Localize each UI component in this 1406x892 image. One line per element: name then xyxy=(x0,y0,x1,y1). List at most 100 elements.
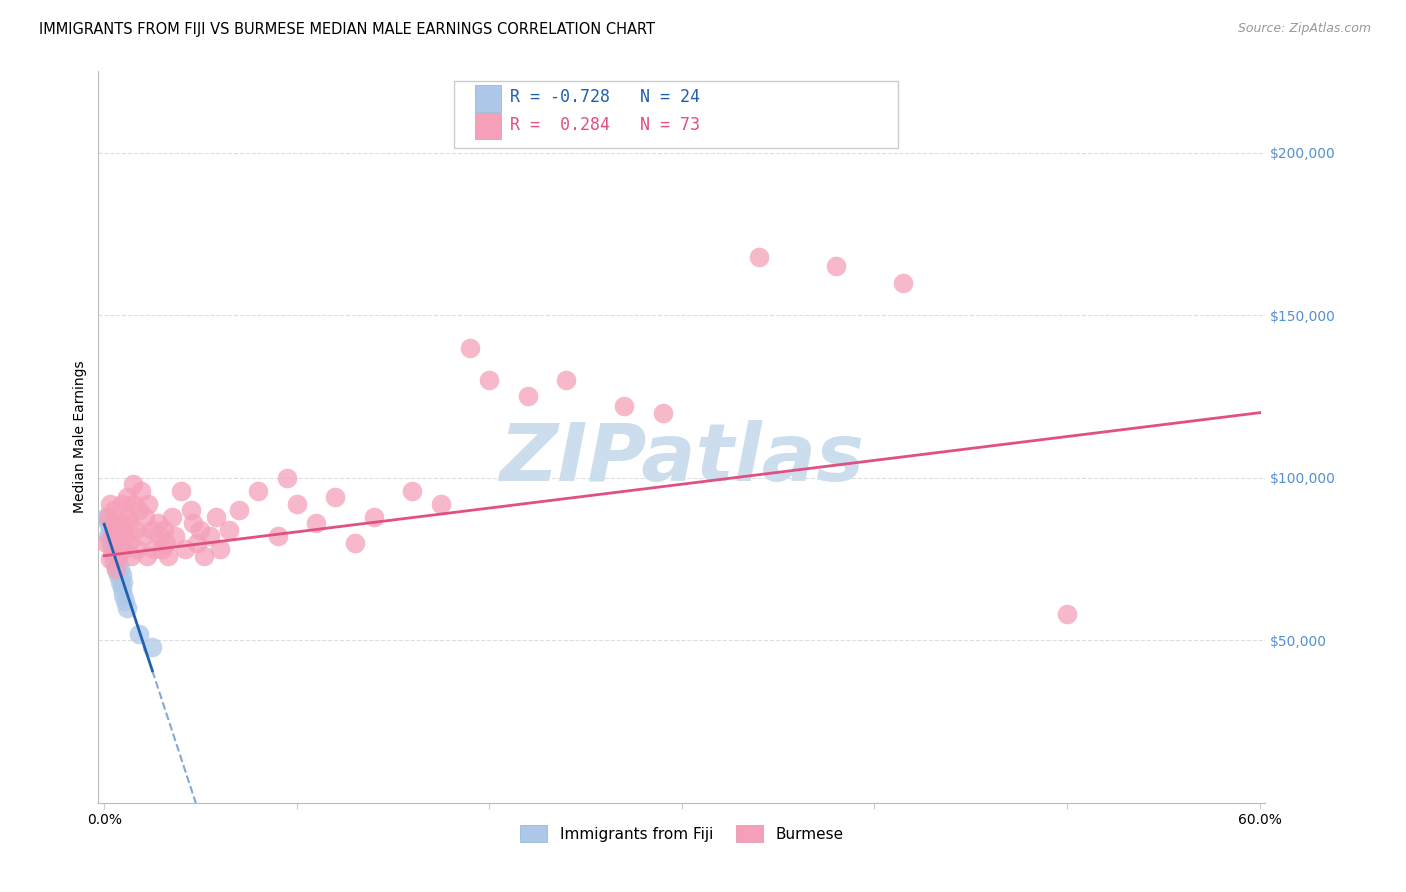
Point xyxy=(110,568,132,582)
Point xyxy=(114,529,136,543)
Point xyxy=(125,542,148,557)
Point xyxy=(156,549,179,563)
Point xyxy=(134,509,156,524)
Point xyxy=(893,276,915,290)
Point xyxy=(101,529,124,543)
Point xyxy=(110,516,132,531)
Point xyxy=(150,542,173,557)
FancyBboxPatch shape xyxy=(475,86,501,112)
Point xyxy=(97,509,120,524)
Point xyxy=(153,523,176,537)
Point xyxy=(103,555,125,569)
FancyBboxPatch shape xyxy=(475,113,501,139)
Point xyxy=(98,523,121,537)
Point xyxy=(228,503,250,517)
Point xyxy=(94,509,117,524)
Point xyxy=(98,535,121,549)
Point xyxy=(107,568,129,582)
Point xyxy=(143,542,166,557)
Point xyxy=(117,509,139,524)
Point xyxy=(122,477,145,491)
Point xyxy=(104,523,127,537)
Point xyxy=(149,529,172,543)
Point xyxy=(160,509,183,524)
Point xyxy=(651,406,673,420)
Point xyxy=(98,497,121,511)
Point xyxy=(516,389,538,403)
Point xyxy=(108,562,131,576)
Point xyxy=(205,509,228,524)
Point xyxy=(98,552,121,566)
Point xyxy=(118,516,141,531)
Point xyxy=(110,581,132,595)
Point xyxy=(401,483,423,498)
Point xyxy=(181,516,204,531)
Point xyxy=(748,250,770,264)
Point xyxy=(117,490,139,504)
Point xyxy=(124,523,146,537)
Legend: Immigrants from Fiji, Burmese: Immigrants from Fiji, Burmese xyxy=(512,817,852,850)
Point xyxy=(193,549,215,563)
Text: IMMIGRANTS FROM FIJI VS BURMESE MEDIAN MALE EARNINGS CORRELATION CHART: IMMIGRANTS FROM FIJI VS BURMESE MEDIAN M… xyxy=(39,22,655,37)
Point xyxy=(104,562,127,576)
Point xyxy=(117,600,139,615)
Point xyxy=(458,341,481,355)
Point xyxy=(1056,607,1078,622)
Text: Source: ZipAtlas.com: Source: ZipAtlas.com xyxy=(1237,22,1371,36)
Point xyxy=(141,640,163,654)
Point xyxy=(478,373,501,387)
Point xyxy=(165,529,187,543)
Point xyxy=(276,471,298,485)
Point xyxy=(285,497,308,511)
Point xyxy=(128,503,150,517)
Point xyxy=(305,516,328,531)
Point xyxy=(180,503,202,517)
Point xyxy=(129,483,152,498)
Point xyxy=(94,535,117,549)
Point xyxy=(101,542,124,557)
Point xyxy=(186,535,208,549)
Point xyxy=(112,523,135,537)
Point xyxy=(135,549,157,563)
Point xyxy=(114,594,136,608)
Point xyxy=(138,497,160,511)
Point xyxy=(208,542,231,557)
Point xyxy=(112,574,135,589)
Point xyxy=(430,497,453,511)
Point xyxy=(112,588,135,602)
Point xyxy=(170,483,193,498)
Point xyxy=(108,535,131,549)
Point xyxy=(97,529,120,543)
Point xyxy=(555,373,578,387)
Point xyxy=(825,260,848,274)
Point xyxy=(112,542,135,557)
Point xyxy=(110,497,132,511)
Text: R =  0.284   N = 73: R = 0.284 N = 73 xyxy=(510,116,700,134)
Text: R = -0.728   N = 24: R = -0.728 N = 24 xyxy=(510,88,700,106)
Point xyxy=(103,549,125,563)
Point xyxy=(363,509,385,524)
Point xyxy=(266,529,288,543)
Point xyxy=(104,549,127,563)
Point xyxy=(190,523,212,537)
Point xyxy=(155,535,177,549)
Text: ZIPatlas: ZIPatlas xyxy=(499,420,865,498)
Point xyxy=(101,516,124,531)
Point xyxy=(118,535,141,549)
Point xyxy=(107,555,129,569)
Point xyxy=(247,483,270,498)
Point xyxy=(128,626,150,640)
Y-axis label: Median Male Earnings: Median Male Earnings xyxy=(73,360,87,514)
Point xyxy=(174,542,197,557)
Point xyxy=(122,497,145,511)
Point xyxy=(97,516,120,531)
Point xyxy=(101,529,124,543)
Point xyxy=(103,535,125,549)
Point xyxy=(141,523,163,537)
Point xyxy=(132,529,155,543)
Point xyxy=(103,503,125,517)
Point xyxy=(613,399,636,413)
Point xyxy=(104,562,127,576)
Point xyxy=(108,574,131,589)
Point xyxy=(107,549,129,563)
